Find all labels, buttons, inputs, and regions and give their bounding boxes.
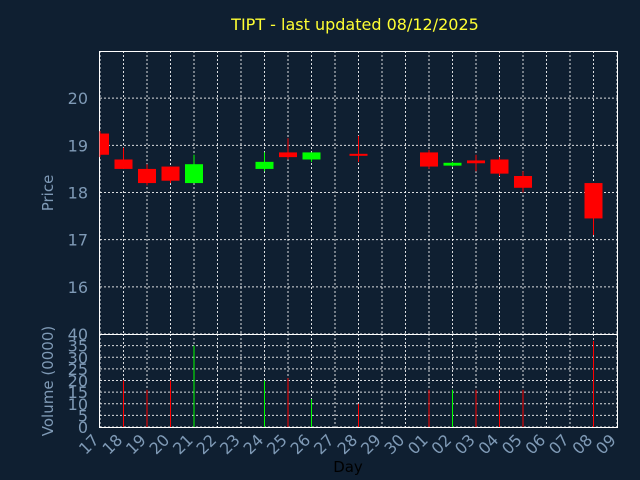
volume-tick-label: 40 xyxy=(68,325,88,344)
candle-body xyxy=(467,160,485,164)
x-tick-label: 09 xyxy=(592,430,620,458)
volume-tick-label: 25 xyxy=(68,360,88,379)
price-grid xyxy=(99,51,618,334)
volume-tick-label: 15 xyxy=(68,383,88,402)
price-candles xyxy=(99,131,603,235)
x-axis-ticks: 1718192021222324252627282930010203040506… xyxy=(75,430,620,458)
volume-tick-label: 20 xyxy=(68,372,88,391)
candle-body xyxy=(114,159,133,169)
candle-body xyxy=(185,164,203,184)
candle-body xyxy=(490,159,509,174)
price-tick-label: 16 xyxy=(68,278,88,297)
x-axis-label: Day xyxy=(333,458,363,476)
volume-panel-frame xyxy=(99,334,618,428)
candle-body xyxy=(255,161,274,169)
candle-body xyxy=(443,162,462,166)
volume-tick-label: 35 xyxy=(68,337,88,356)
candle-body xyxy=(302,152,321,160)
candle-body xyxy=(161,166,180,181)
candle-body xyxy=(279,152,297,158)
volume-tick-label: 10 xyxy=(68,395,88,414)
candle-body xyxy=(420,152,438,167)
price-y-ticks: 16 17 18 19 20 xyxy=(68,89,88,297)
candle-body xyxy=(349,153,368,156)
volume-axis-label: Volume (0000) xyxy=(39,326,57,436)
volume-tick-label: 30 xyxy=(68,348,88,367)
candle-body xyxy=(138,168,156,184)
price-tick-label: 18 xyxy=(68,184,88,203)
candle-body xyxy=(584,183,603,219)
price-tick-label: 17 xyxy=(68,231,88,250)
volume-bars xyxy=(123,340,594,427)
volume-tick-label: 5 xyxy=(78,406,88,425)
candle-body xyxy=(514,175,532,188)
price-axis-label: Price xyxy=(39,175,57,212)
candle-body xyxy=(100,133,109,155)
volume-tick-label: 0 xyxy=(78,418,88,437)
price-tick-label: 19 xyxy=(68,136,88,155)
chart-title: TIPT - last updated 08/12/2025 xyxy=(230,15,479,34)
price-tick-label: 20 xyxy=(68,89,88,108)
